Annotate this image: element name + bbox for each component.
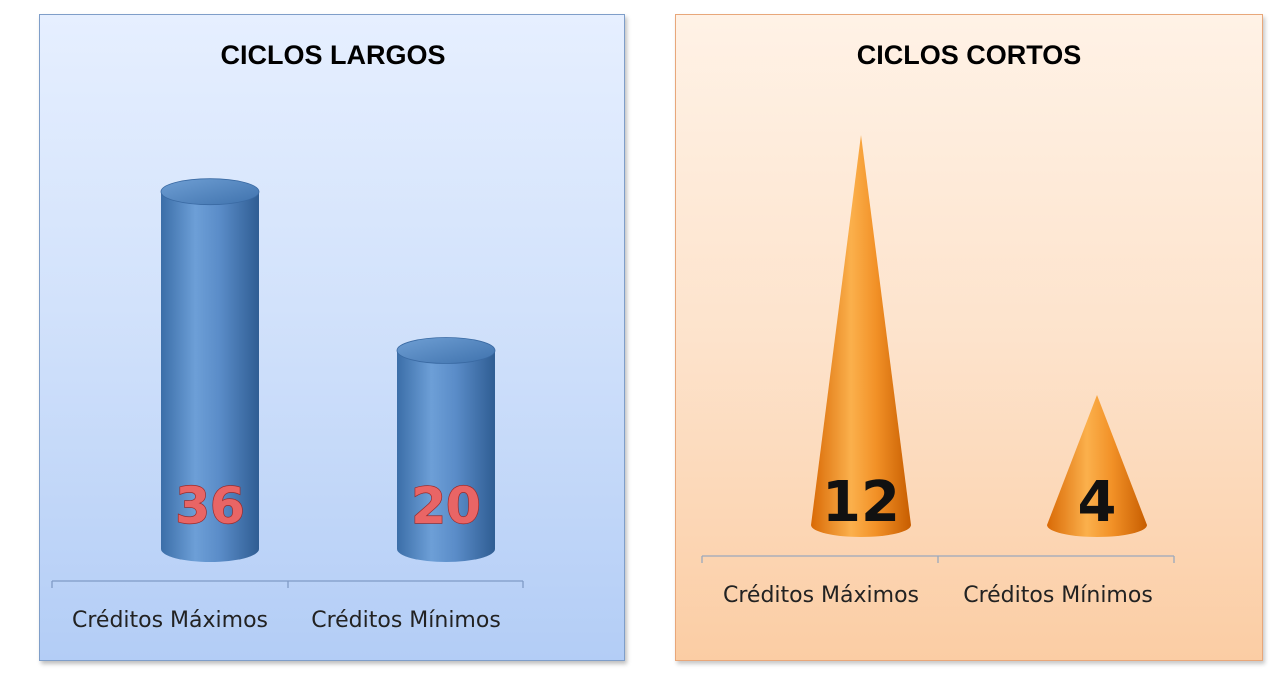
- chart-panel-ciclos-cortos: CICLOS CORTOS 12 4 Créditos Máximos Crédi…: [675, 14, 1263, 661]
- category-label-min: Créditos Mínimos: [963, 583, 1153, 608]
- bar-cone-1: [1047, 395, 1147, 537]
- category-label-max: Créditos Máximos: [72, 608, 268, 633]
- data-label-1: 4: [1078, 470, 1117, 535]
- bar-cone-0: [811, 135, 911, 537]
- chart-title: CICLOS CORTOS: [857, 40, 1082, 70]
- data-label-1: 20: [411, 477, 481, 535]
- category-label-max: Créditos Máximos: [723, 583, 919, 608]
- category-label-min: Créditos Mínimos: [311, 608, 501, 633]
- data-label-0: 12: [822, 470, 900, 535]
- bar-cylinder-top-1: [396, 337, 496, 364]
- bar-cylinder-0: [161, 191, 259, 562]
- chart-ciclos-largos: CICLOS LARGOS 36 20 Créditos Máximos Créd…: [51, 40, 524, 633]
- bar-cylinder-1: [397, 350, 495, 562]
- bar-cylinder-top-0: [160, 178, 260, 206]
- chart-title: CICLOS LARGOS: [220, 40, 445, 70]
- data-label-0: 36: [175, 477, 245, 535]
- chart-ciclos-cortos: CICLOS CORTOS 12 4 Créditos Máximos Crédi…: [701, 40, 1175, 608]
- chart-panel-ciclos-largos: CICLOS LARGOS 36 20 Créditos Máximos Créd…: [39, 14, 625, 661]
